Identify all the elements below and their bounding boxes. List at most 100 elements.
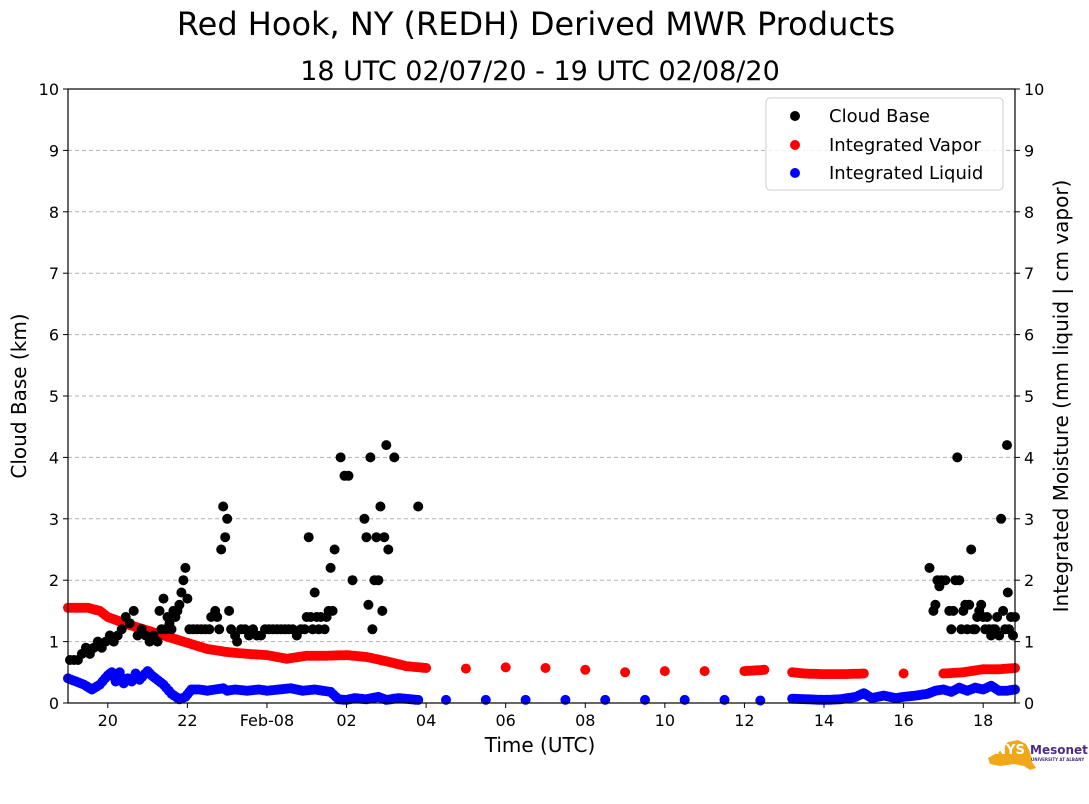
nys-mesonet-logo: NYS Mesonet UNIVERSITY AT ALBANY	[988, 740, 1088, 770]
y-tick-label: 10	[39, 80, 59, 99]
y-tick-label: 0	[49, 694, 59, 713]
y-tick-label: 6	[49, 326, 59, 345]
cloud-base-point	[964, 599, 975, 610]
integrated-vapor-point	[858, 668, 869, 679]
cloud-base-point	[371, 532, 382, 543]
cloud-base-point	[232, 636, 243, 647]
legend-label-integrated-liquid: Integrated Liquid	[829, 163, 983, 184]
cloud-base-point	[946, 624, 957, 635]
y-right-tick-label: 0	[1024, 694, 1034, 713]
y-tick-label: 7	[49, 264, 59, 283]
cloud-base-point	[948, 605, 959, 616]
y-tick-label: 5	[49, 387, 59, 406]
legend-marker-integrated-liquid	[790, 168, 800, 178]
new-york-state-shape	[988, 740, 1036, 770]
logo-text-university: UNIVERSITY AT ALBANY	[1031, 757, 1084, 762]
y-right-tick-label: 4	[1024, 448, 1034, 467]
cloud-base-point	[389, 452, 400, 463]
y-axis-right-label: Integrated Moisture (mm liquid | cm vapo…	[1049, 180, 1073, 613]
y-tick-label: 1	[49, 633, 59, 652]
cloud-base-point	[363, 599, 374, 610]
cloud-base-point	[365, 452, 376, 463]
cloud-base-point	[383, 544, 394, 555]
x-tick-label: 22	[177, 711, 197, 730]
cloud-base-point	[329, 544, 340, 555]
legend-marker-integrated-vapor	[790, 140, 800, 150]
cloud-base-point	[154, 605, 165, 616]
x-tick-label: 04	[416, 711, 436, 730]
x-tick-label: 20	[98, 711, 118, 730]
cloud-base-point	[343, 470, 354, 481]
cloud-base-point	[178, 575, 189, 586]
cloud-base-point	[996, 513, 1007, 524]
cloud-base-point	[182, 593, 193, 604]
y-axis-label: Cloud Base (km)	[7, 313, 31, 478]
legend-marker-cloud-base	[790, 111, 800, 121]
y-right-tick-label: 9	[1024, 141, 1034, 160]
cloud-base-point	[325, 562, 336, 573]
cloud-base-point	[1002, 587, 1013, 598]
cloud-base-point	[930, 599, 941, 610]
chart-title: Red Hook, NY (REDH) Derived MWR Products	[177, 5, 895, 43]
cloud-base-point	[212, 612, 223, 622]
cloud-base-point	[377, 605, 388, 616]
y-right-tick-label: 10	[1024, 80, 1044, 99]
integrated-vapor-point	[699, 666, 710, 677]
x-tick-label: Feb-08	[240, 711, 294, 730]
integrated-vapor-point	[659, 666, 670, 677]
cloud-base-point	[347, 575, 358, 586]
integrated-vapor-point	[460, 663, 471, 674]
cloud-base-point	[381, 440, 392, 451]
legend-label-cloud-base: Cloud Base	[829, 106, 930, 127]
cloud-base-point	[373, 575, 384, 586]
y-right-tick-label: 8	[1024, 203, 1034, 222]
x-tick-label: 10	[655, 711, 675, 730]
cloud-base-point	[998, 605, 1009, 616]
integrated-vapor-point	[540, 663, 551, 673]
integrated-liquid-point	[755, 695, 766, 706]
integrated-vapor-point	[898, 668, 909, 679]
integrated-vapor-point	[500, 662, 511, 673]
data-points	[63, 440, 1020, 706]
logo-text-nys: NYS	[995, 743, 1025, 758]
cloud-base-point	[361, 532, 372, 543]
cloud-base-point	[359, 513, 370, 524]
cloud-base-point	[327, 605, 338, 616]
cloud-base-point	[222, 513, 233, 524]
cloud-base-point	[375, 501, 386, 512]
y-tick-label: 2	[49, 571, 59, 590]
cloud-base-point	[214, 624, 225, 635]
cloud-base-point	[379, 532, 390, 543]
integrated-vapor-point	[580, 664, 591, 675]
y-right-tick-label: 2	[1024, 571, 1034, 590]
y-right-tick-label: 7	[1024, 264, 1034, 283]
y-right-tick-label: 5	[1024, 387, 1034, 406]
cloud-base-point	[309, 587, 320, 598]
cloud-base-point	[992, 612, 1003, 622]
cloud-base-point	[180, 562, 191, 573]
cloud-base-point	[367, 624, 378, 635]
x-tick-label: 12	[734, 711, 754, 730]
legend: Cloud Base Integrated Vapor Integrated L…	[765, 97, 1004, 191]
cloud-base-point	[1002, 440, 1012, 451]
cloud-base-point	[924, 562, 935, 573]
legend-box	[765, 97, 1004, 191]
cloud-base-point	[319, 624, 330, 635]
cloud-base-point	[954, 575, 965, 586]
x-axis-label: Time (UTC)	[484, 733, 596, 757]
cloud-base-point	[166, 624, 177, 635]
integrated-vapor-point	[421, 663, 432, 673]
cloud-base-point	[204, 624, 215, 635]
cloud-base-point	[335, 452, 346, 463]
cloud-base-point	[128, 605, 139, 616]
x-tick-label: 06	[496, 711, 516, 730]
y-tick-label: 4	[49, 448, 59, 467]
cloud-base-point	[216, 544, 227, 555]
chart-subtitle: 18 UTC 02/07/20 - 19 UTC 02/08/20	[300, 56, 780, 87]
integrated-vapor-point	[759, 664, 770, 675]
cloud-base-point	[940, 575, 951, 586]
x-tick-label: 14	[814, 711, 834, 730]
cloud-base-point	[1008, 630, 1018, 641]
